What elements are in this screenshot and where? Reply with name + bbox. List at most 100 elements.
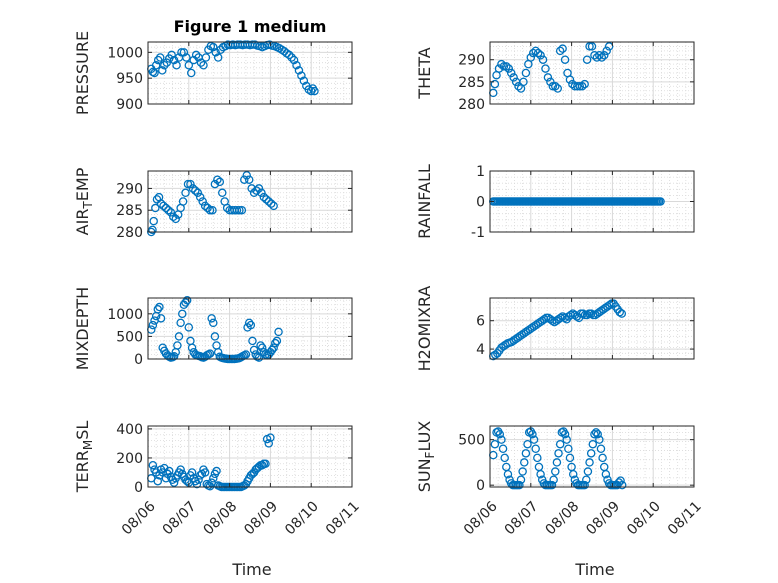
data-point — [590, 429, 599, 439]
data-point — [161, 203, 171, 213]
data-point — [232, 205, 242, 215]
data-point — [498, 444, 508, 454]
y-tick-label: 0 — [134, 480, 143, 496]
data-point — [601, 470, 611, 479]
data-point — [252, 186, 261, 195]
y-axis-label-subscript: T — [81, 201, 95, 210]
axes-box — [489, 297, 695, 360]
data-point — [515, 480, 524, 490]
data-point — [554, 449, 563, 458]
data-point — [521, 68, 531, 78]
data-point — [497, 59, 506, 69]
subplot-5: 0 500 1000 MIXDEPTH — [73, 287, 353, 370]
data-point — [150, 68, 159, 78]
data-point — [169, 55, 179, 65]
data-point — [541, 64, 550, 73]
data-point — [533, 48, 543, 58]
data-point — [213, 175, 222, 184]
data-point — [506, 68, 516, 78]
data-point — [246, 320, 256, 330]
data-point — [173, 341, 182, 350]
data-point — [172, 61, 181, 70]
data-point — [203, 203, 212, 213]
subplot-2: 280 285 290 THETA — [415, 41, 695, 113]
data-point — [526, 53, 536, 62]
data-point — [262, 195, 271, 204]
data-point — [148, 67, 158, 77]
data-point — [249, 345, 259, 355]
data-point — [254, 353, 264, 362]
data-point — [174, 332, 184, 341]
data-point — [582, 475, 591, 484]
data-point — [596, 444, 606, 454]
data-point — [502, 62, 511, 71]
data-point — [222, 203, 232, 213]
data-point — [585, 42, 594, 51]
data-point — [164, 466, 174, 476]
data-point — [560, 55, 570, 64]
y-tick-label: 0 — [476, 478, 485, 494]
y-axis-label-part: H2OMIXRA — [415, 286, 434, 372]
data-point — [562, 435, 571, 444]
y-axis-label: SUNFLUX — [415, 421, 437, 493]
y-axis-label-part: RAINFALL — [415, 164, 434, 239]
data-point — [536, 470, 545, 479]
data-point — [533, 453, 542, 463]
x-axis-label-left: Time — [231, 560, 271, 579]
data-point — [187, 468, 197, 477]
data-point — [538, 55, 548, 64]
data-point — [299, 76, 309, 86]
data-point — [191, 186, 200, 195]
data-point — [207, 314, 216, 323]
y-axis-label: TERRMSL — [73, 421, 95, 494]
data-point — [599, 51, 609, 60]
y-axis-label-subscript: F — [423, 451, 437, 458]
y-tick-label: 1000 — [107, 307, 143, 323]
data-point — [568, 470, 578, 479]
data-point — [209, 42, 218, 52]
data-point — [169, 478, 179, 487]
data-point — [159, 201, 168, 211]
y-axis-label: RAINFALL — [415, 164, 434, 239]
data-series — [147, 296, 283, 364]
data-point — [598, 453, 607, 463]
data-point — [565, 453, 575, 463]
data-point — [272, 336, 282, 346]
data-point — [490, 79, 500, 89]
data-point — [595, 435, 604, 444]
data-point — [153, 476, 163, 486]
y-tick-label: 280 — [116, 225, 143, 241]
data-point — [164, 205, 173, 215]
y-axis-label: THETA — [415, 47, 434, 99]
data-point — [521, 449, 531, 458]
data-point — [215, 177, 225, 187]
data-point — [284, 50, 294, 60]
data-point — [244, 175, 254, 184]
y-tick-label: 285 — [116, 203, 143, 219]
y-tick-label: 900 — [116, 97, 143, 113]
y-tick-label: 285 — [458, 75, 485, 91]
y-axis-label-part: SL — [73, 421, 92, 440]
data-point — [582, 310, 592, 320]
data-point — [615, 307, 624, 317]
y-axis-label-part: MIXDEPTH — [73, 287, 92, 370]
data-point — [565, 75, 575, 84]
data-point — [237, 205, 247, 215]
data-point — [155, 302, 164, 312]
data-point — [531, 46, 540, 56]
data-point — [543, 73, 553, 82]
data-point — [192, 479, 202, 489]
data-point — [266, 199, 276, 208]
data-point — [235, 205, 244, 215]
data-point — [158, 66, 167, 75]
data-point — [597, 53, 607, 62]
y-tick-label: 290 — [116, 181, 143, 197]
data-point — [528, 429, 537, 439]
data-point — [156, 199, 166, 208]
data-point — [182, 296, 192, 305]
y-axis-label-part: SUN — [415, 458, 434, 492]
data-point — [259, 192, 269, 202]
data-point — [616, 476, 625, 485]
data-point — [200, 468, 210, 477]
y-tick-label: -1 — [471, 225, 485, 241]
